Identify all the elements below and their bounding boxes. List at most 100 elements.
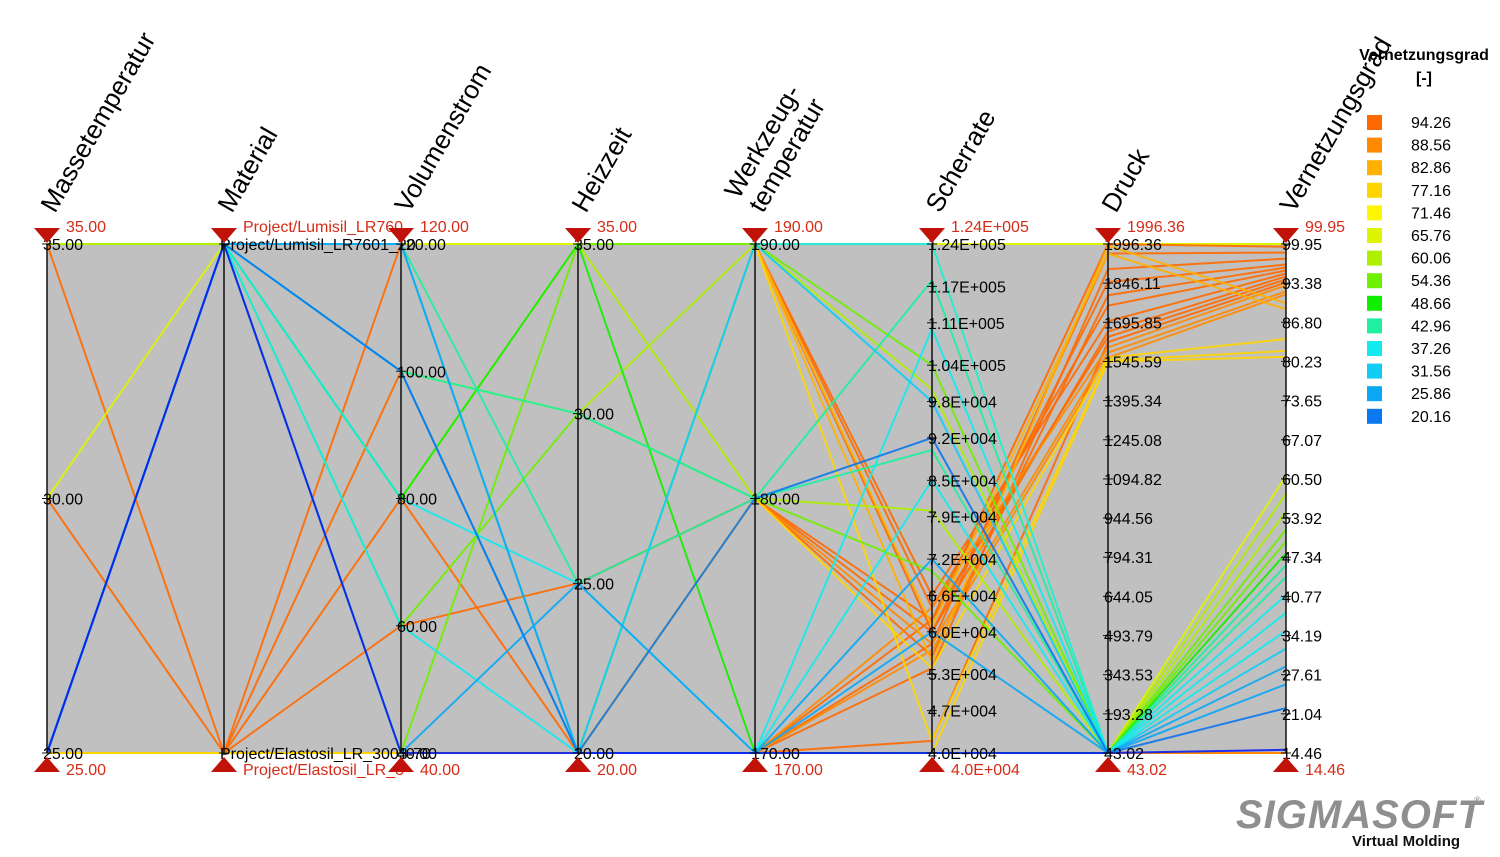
legend-label: 48.66	[1411, 296, 1451, 313]
tick-label: 1695.85	[1104, 315, 1162, 332]
sigmasoft-logo: SIGMASOFT ® Virtual Molding	[1236, 793, 1486, 855]
tick-label: 14.46	[1282, 746, 1322, 763]
logo-registered-mark: ®	[1474, 795, 1481, 805]
tick-label: 4.0E+004	[928, 746, 997, 763]
range-max-handle[interactable]	[211, 228, 237, 243]
data-polyline	[46, 242, 1287, 756]
tick-label: 1846.11	[1104, 276, 1161, 293]
tick-label: 25.00	[574, 576, 614, 593]
range-max-label: 1996.36	[1127, 219, 1185, 236]
tick-label: Project/Elastosil_LR_3003-70	[220, 746, 431, 763]
legend-label: 42.96	[1411, 318, 1451, 335]
axis-title: Volumenstrom	[388, 58, 497, 217]
tick-label: 9.8E+004	[928, 395, 997, 412]
tick-label: 1.11E+005	[928, 316, 1005, 333]
range-min-label: 43.02	[1127, 762, 1167, 779]
tick-label: 1545.59	[1104, 354, 1162, 371]
tick-label: 7.2E+004	[928, 552, 997, 569]
legend-swatch	[1367, 295, 1382, 311]
legend-swatch	[1367, 273, 1382, 289]
tick-label: 1245.08	[1104, 433, 1162, 450]
range-max-handle[interactable]	[1273, 228, 1299, 243]
legend-swatch	[1367, 137, 1382, 153]
tick-label: 40.00	[397, 746, 437, 763]
range-min-handle[interactable]	[34, 757, 60, 772]
legend-swatch	[1367, 408, 1382, 424]
range-max-handle[interactable]	[1095, 228, 1121, 243]
tick-label: 99.95	[1282, 237, 1322, 254]
tick-label: 1996.36	[1104, 237, 1162, 254]
range-min-handle[interactable]	[1095, 757, 1121, 772]
range-max-label: 1.24E+005	[951, 219, 1029, 236]
tick-label: 34.19	[1282, 629, 1322, 646]
legend-label: 54.36	[1411, 273, 1451, 290]
range-max-label: 190.00	[774, 219, 823, 236]
tick-label: 944.56	[1104, 511, 1153, 528]
legend-label: 20.16	[1411, 409, 1451, 426]
logo-name: SIGMASOFT	[1236, 793, 1483, 837]
axis-title: Heizzeit	[565, 121, 638, 217]
range-min-label: 25.00	[66, 762, 106, 779]
legend-label: 94.26	[1411, 115, 1451, 132]
tick-label: 80.00	[397, 492, 437, 509]
tick-label: 30.00	[43, 492, 83, 509]
range-max-handle[interactable]	[34, 228, 60, 243]
range-max-label: 35.00	[66, 219, 106, 236]
legend-label: 77.16	[1411, 183, 1451, 200]
tick-label: 1.24E+005	[928, 237, 1006, 254]
tick-label: 193.28	[1104, 707, 1153, 724]
legend-swatch	[1367, 250, 1382, 266]
axis-title: Material	[211, 122, 283, 217]
legend-label: 60.06	[1411, 251, 1451, 268]
range-min-label: 40.00	[420, 762, 460, 779]
axis-title: Druck	[1095, 142, 1155, 217]
tick-label: 5.3E+004	[928, 667, 997, 684]
tick-label: 47.34	[1282, 550, 1322, 567]
range-min-handle[interactable]	[1273, 757, 1299, 772]
tick-label: 93.38	[1282, 276, 1322, 293]
legend-swatch	[1367, 182, 1382, 198]
legend-swatch	[1367, 363, 1382, 379]
axis-title: Werkzeug-temperatur	[718, 79, 831, 217]
tick-label: 60.50	[1282, 472, 1322, 489]
tick-label: 8.5E+004	[928, 473, 997, 490]
range-max-handle[interactable]	[388, 228, 414, 243]
tick-label: 1094.82	[1104, 472, 1162, 489]
range-max-handle[interactable]	[919, 228, 945, 243]
range-min-handle[interactable]	[565, 757, 591, 772]
tick-label: 43.02	[1104, 746, 1144, 763]
range-max-handle[interactable]	[742, 228, 768, 243]
range-min-handle[interactable]	[742, 757, 768, 772]
tick-label: 53.92	[1282, 511, 1322, 528]
legend-title: Vernetzungsgrad	[1359, 47, 1489, 64]
legend-label: 82.86	[1411, 160, 1451, 177]
range-min-handle[interactable]	[211, 757, 237, 772]
range-min-label: 170.00	[774, 762, 823, 779]
range-min-label: 14.46	[1305, 762, 1345, 779]
tick-label: 25.00	[43, 746, 83, 763]
tick-label: 1.17E+005	[928, 279, 1006, 296]
tick-label: 35.00	[43, 237, 83, 254]
tick-label: 794.31	[1104, 550, 1153, 567]
legend-label: 37.26	[1411, 341, 1451, 358]
tick-label: 86.80	[1282, 315, 1322, 332]
tick-label: 644.05	[1104, 589, 1153, 606]
tick-label: 73.65	[1282, 394, 1322, 411]
tick-label: 100.00	[397, 364, 446, 381]
tick-label: 343.53	[1104, 668, 1153, 685]
tick-label: 20.00	[574, 746, 614, 763]
range-max-handle[interactable]	[565, 228, 591, 243]
legend-label: 88.56	[1411, 138, 1451, 155]
tick-label: 1395.34	[1104, 394, 1162, 411]
tick-label: 9.2E+004	[928, 431, 997, 448]
tick-label: 4.7E+004	[928, 704, 997, 721]
legend-swatch	[1367, 115, 1382, 130]
range-min-handle[interactable]	[919, 757, 945, 772]
tick-label: 30.00	[574, 407, 614, 424]
tick-label: 120.00	[397, 237, 446, 254]
range-min-handle[interactable]	[388, 757, 414, 772]
legend-label: 31.56	[1411, 364, 1451, 381]
tick-label: Project/Lumisil_LR7601_20	[220, 237, 416, 254]
tick-label: 7.9E+004	[928, 510, 997, 527]
